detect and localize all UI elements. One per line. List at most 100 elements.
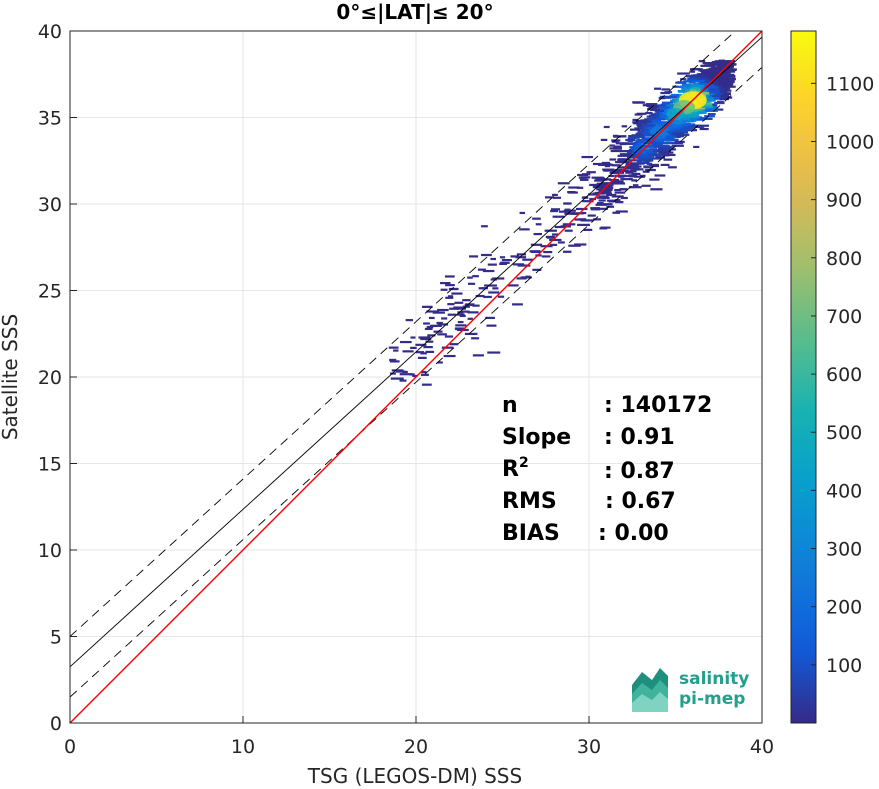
y-tick-label: 35 [38, 108, 62, 130]
density-cell [678, 81, 687, 84]
density-cell [426, 310, 440, 313]
density-cell [680, 120, 691, 123]
density-cell [716, 100, 724, 103]
density-cell [704, 84, 715, 87]
density-cell [618, 175, 625, 178]
density-cell [390, 377, 404, 380]
density-cell [684, 122, 691, 126]
colorbar-tick-label: 200 [826, 597, 862, 619]
density-cell [687, 77, 696, 80]
density-cell [577, 223, 590, 227]
density-cell [550, 208, 561, 211]
density-cell [421, 305, 433, 308]
density-cell [405, 319, 414, 322]
density-cell [611, 164, 621, 167]
density-cell [454, 301, 464, 304]
density-cell [459, 314, 466, 318]
density-cell [420, 373, 429, 376]
density-cell [643, 130, 655, 133]
density-cell [457, 320, 464, 324]
y-tick-label: 40 [38, 21, 62, 43]
density-cell [580, 219, 593, 222]
density-cell [635, 132, 646, 135]
density-cell [481, 287, 488, 290]
density-cell [501, 259, 512, 262]
density-cell [689, 89, 697, 92]
density-cell [724, 92, 731, 96]
density-cell [609, 158, 617, 161]
density-cell [636, 161, 650, 164]
density-cell [574, 243, 587, 246]
density-cell [440, 281, 451, 285]
density-cell [488, 291, 500, 294]
x-tick-labels: 0 10 20 30 40 [64, 716, 774, 758]
density-cell [665, 129, 673, 132]
density-cell [699, 104, 713, 107]
density-cell [645, 127, 656, 130]
density-cell [710, 81, 719, 84]
density-cell [415, 351, 425, 354]
density-cell [647, 125, 659, 128]
density-cell [707, 113, 716, 116]
density-cell [579, 178, 589, 181]
fit-line [69, 36, 763, 668]
density-cell [674, 141, 681, 144]
density-cell [420, 352, 427, 355]
x-tick-label: 10 [231, 736, 255, 758]
colorbar-tick-label: 1100 [826, 73, 874, 95]
density-cell [677, 117, 690, 120]
density-cell [389, 360, 400, 363]
density-cell [608, 174, 615, 178]
density-cell [713, 62, 721, 65]
density-cell [700, 73, 708, 77]
density-cell [602, 163, 614, 166]
density-cell [652, 121, 661, 124]
density-cell [391, 369, 404, 372]
density-cell [673, 121, 681, 124]
density-cell [593, 218, 601, 221]
density-cell [617, 166, 623, 169]
density-cell [708, 72, 715, 75]
density-cell [634, 113, 642, 116]
density-cell [603, 125, 610, 129]
density-cell [603, 189, 613, 192]
density-cell [596, 188, 604, 191]
density-cell [516, 277, 527, 280]
density-cell [674, 129, 688, 132]
density-cell [709, 89, 721, 92]
density-cell [677, 121, 687, 124]
density-cell [645, 160, 651, 163]
density-cell [695, 125, 705, 128]
density-cell [576, 207, 588, 211]
density-cell [682, 85, 694, 88]
density-cell [637, 133, 646, 137]
density-cell [641, 154, 653, 157]
density-cell [619, 150, 632, 153]
density-cell [680, 78, 687, 81]
density-cell [714, 66, 721, 70]
colorbar-tick-label: 500 [826, 422, 862, 444]
density-cell [614, 188, 622, 192]
density-cell [663, 153, 676, 157]
stat-label: Slope [502, 425, 571, 450]
density-cell [467, 311, 479, 314]
density-cell [598, 177, 604, 180]
density-cell [617, 154, 629, 157]
y-tick-label: 25 [38, 281, 62, 303]
density-cell [681, 87, 691, 90]
density-cell [431, 324, 437, 328]
density-cell [719, 85, 726, 89]
density-cell [550, 209, 559, 213]
density-cell [662, 101, 674, 104]
density-cell [649, 149, 657, 152]
density-cell [704, 94, 710, 97]
density-cell [698, 69, 708, 72]
density-cell [719, 97, 730, 101]
density-cell [600, 182, 614, 185]
y-tick-label: 10 [38, 540, 62, 562]
density-cell [552, 215, 565, 218]
density-cell [672, 125, 678, 128]
density-cell [449, 307, 460, 310]
density-cell [421, 383, 432, 386]
logo-line1: salinity [679, 669, 749, 689]
